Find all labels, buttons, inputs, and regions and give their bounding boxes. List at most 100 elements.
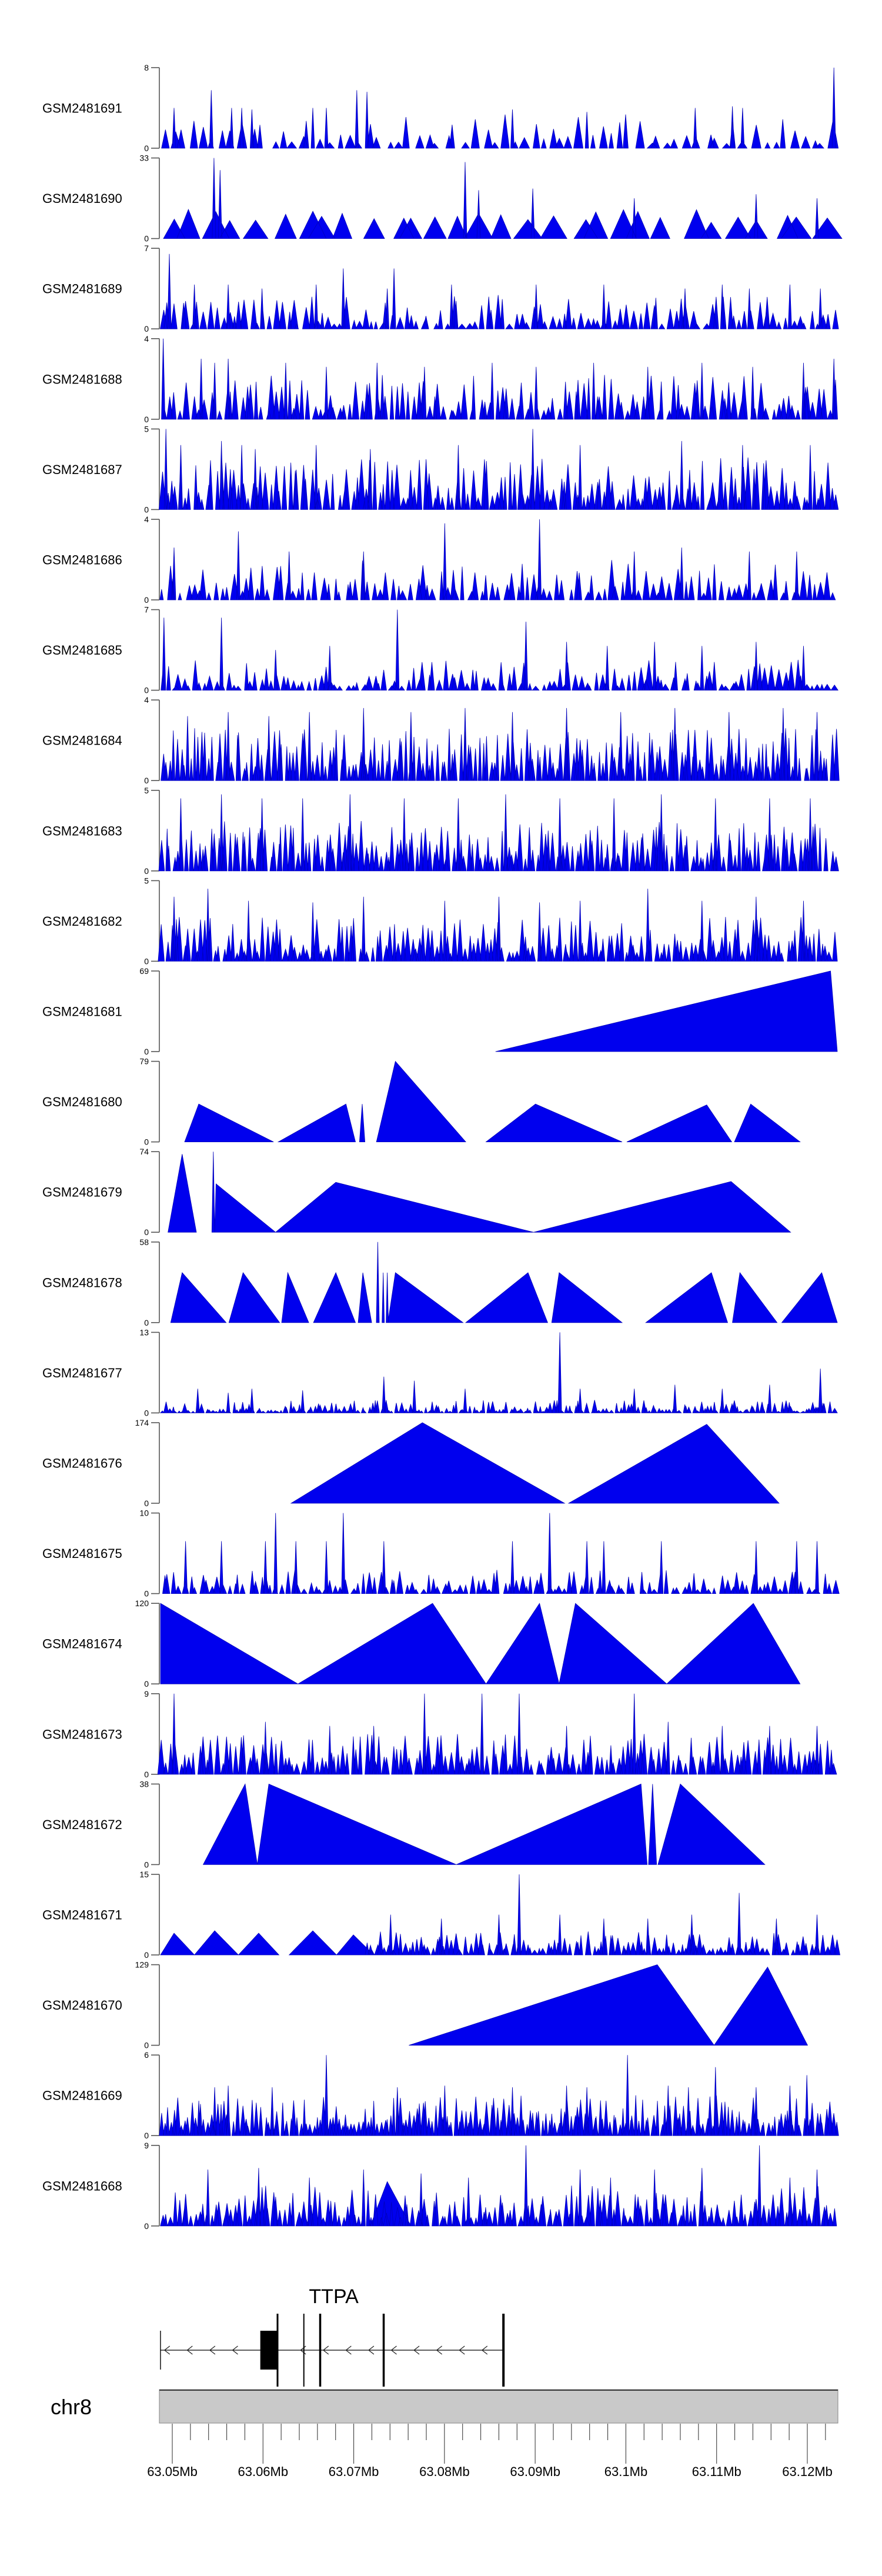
track-axis: [151, 1603, 160, 1684]
track-row: GSM2481690 33 0: [42, 154, 843, 243]
signal-area: [170, 1242, 838, 1323]
track-axis: [151, 519, 160, 600]
track-label: GSM2481675: [42, 1546, 122, 1561]
track-label: GSM2481691: [42, 101, 122, 116]
track-label: GSM2481683: [42, 823, 122, 838]
signal-area: [202, 1783, 766, 1865]
signal-area: [184, 1060, 801, 1142]
signal-area: [161, 609, 838, 690]
track-row: GSM2481681 69 0: [42, 966, 838, 1056]
track-axis: [151, 880, 160, 962]
strand-arrow-left-icon: [390, 2345, 397, 2355]
track-label: GSM2481676: [42, 1456, 122, 1471]
track-zero-label: 0: [144, 1408, 149, 1417]
signal-area: [157, 1693, 837, 1775]
track-label: GSM2481688: [42, 372, 122, 386]
gene-exon: [382, 2314, 385, 2387]
track-axis: [151, 699, 160, 781]
track-zero-label: 0: [144, 1950, 149, 1960]
signal-area: [163, 158, 843, 239]
track-ymax-label: 129: [135, 1960, 149, 1970]
track-zero-label: 0: [144, 686, 149, 695]
track-zero-label: 0: [144, 776, 149, 785]
track-zero-label: 0: [144, 1679, 149, 1689]
track-label: GSM2481668: [42, 2178, 122, 2193]
strand-arrow-left-icon: [345, 2345, 352, 2355]
track-label: GSM2481682: [42, 914, 122, 929]
strand-arrow-left-icon: [481, 2345, 488, 2355]
strand-arrow-left-icon: [368, 2345, 375, 2355]
track-label: GSM2481678: [42, 1275, 122, 1290]
strand-arrow-left-icon: [413, 2345, 420, 2355]
track-row: GSM2481677 13 0: [42, 1327, 838, 1417]
track-axis: [151, 2145, 160, 2227]
track-zero-label: 0: [144, 505, 149, 514]
track-ymax-label: 33: [139, 154, 149, 163]
signal-area: [161, 67, 839, 149]
track-axis: [151, 1874, 160, 1956]
signal-area: [159, 2055, 839, 2136]
track-axis: [151, 1151, 160, 1233]
chromosome-label: chr8: [51, 2395, 92, 2419]
strand-arrow-left-icon: [459, 2345, 465, 2355]
track-label: GSM2481687: [42, 462, 122, 477]
axis-label: 63.08Mb: [419, 2464, 470, 2479]
track-ymax-label: 15: [139, 1870, 149, 1879]
track-zero-label: 0: [144, 1860, 149, 1869]
track-axis: [151, 1964, 160, 2046]
strand-arrow-left-icon: [232, 2345, 238, 2355]
track-ymax-label: 79: [139, 1057, 149, 1066]
track-ymax-label: 8: [144, 63, 149, 72]
track-ymax-label: 174: [135, 1418, 149, 1427]
signal-area: [158, 429, 839, 510]
track-label: GSM2481679: [42, 1185, 122, 1200]
gene-exon: [319, 2314, 322, 2387]
track-row: GSM2481673 9 0: [42, 1689, 837, 1779]
track-row: GSM2481678 58 0: [42, 1237, 838, 1327]
track-ymax-label: 5: [144, 876, 149, 885]
track-axis: [151, 1693, 160, 1775]
track-axis: [151, 428, 160, 510]
chromosome-axis-layer: 63.05Mb 63.06Mb 63.07Mb 63.08Mb 63.09Mb 63.1M…: [51, 2389, 838, 2479]
track-ymax-label: 5: [144, 786, 149, 795]
track-ymax-label: 6: [144, 2050, 149, 2060]
axis-label: 63.05Mb: [147, 2464, 198, 2479]
gene-model-layer: TTPA: [160, 2285, 505, 2387]
track-zero-label: 0: [144, 956, 149, 966]
track-zero-label: 0: [144, 415, 149, 424]
track-zero-label: 0: [144, 1137, 149, 1147]
track-axis: [151, 790, 160, 872]
track-ymax-label: 4: [144, 334, 149, 343]
track-label: GSM2481680: [42, 1095, 122, 1109]
track-row: GSM2481686 4 0: [42, 515, 836, 605]
track-row: GSM2481669 6 0: [42, 2050, 839, 2140]
track-row: GSM2481671 15 0: [42, 1870, 840, 1960]
track-row: GSM2481680 79 0: [42, 1057, 801, 1147]
axis-label: 63.1Mb: [604, 2464, 647, 2479]
track-axis: [151, 1512, 160, 1594]
track-ymax-label: 5: [144, 424, 149, 433]
signal-area: [160, 253, 839, 329]
track-row: GSM2481685 7 0: [42, 605, 838, 695]
track-row: GSM2481684 4 0: [42, 695, 840, 785]
track-zero-label: 0: [144, 2041, 149, 2050]
track-label: GSM2481689: [42, 282, 122, 296]
track-label: GSM2481686: [42, 553, 122, 568]
strand-arrow-left-icon: [209, 2345, 216, 2355]
track-row: GSM2481670 129 0: [42, 1960, 808, 2050]
track-label: GSM2481669: [42, 2088, 122, 2103]
track-axis: [151, 1332, 160, 1414]
signal-area: [160, 1874, 840, 1956]
signal-area: [158, 889, 838, 962]
track-ymax-label: 120: [135, 1599, 149, 1608]
track-row: GSM2481683 5 0: [42, 786, 839, 876]
track-ymax-label: 38: [139, 1779, 149, 1788]
track-label: GSM2481672: [42, 1817, 122, 1832]
track-label: GSM2481671: [42, 1908, 122, 1923]
track-zero-label: 0: [144, 1770, 149, 1779]
signal-tracks-layer: GSM248169180GSM2481690330GSM248168970GSM…: [42, 63, 843, 2231]
track-label: GSM2481670: [42, 1998, 122, 2013]
signal-area: [161, 708, 840, 781]
track-zero-label: 0: [144, 2131, 149, 2140]
